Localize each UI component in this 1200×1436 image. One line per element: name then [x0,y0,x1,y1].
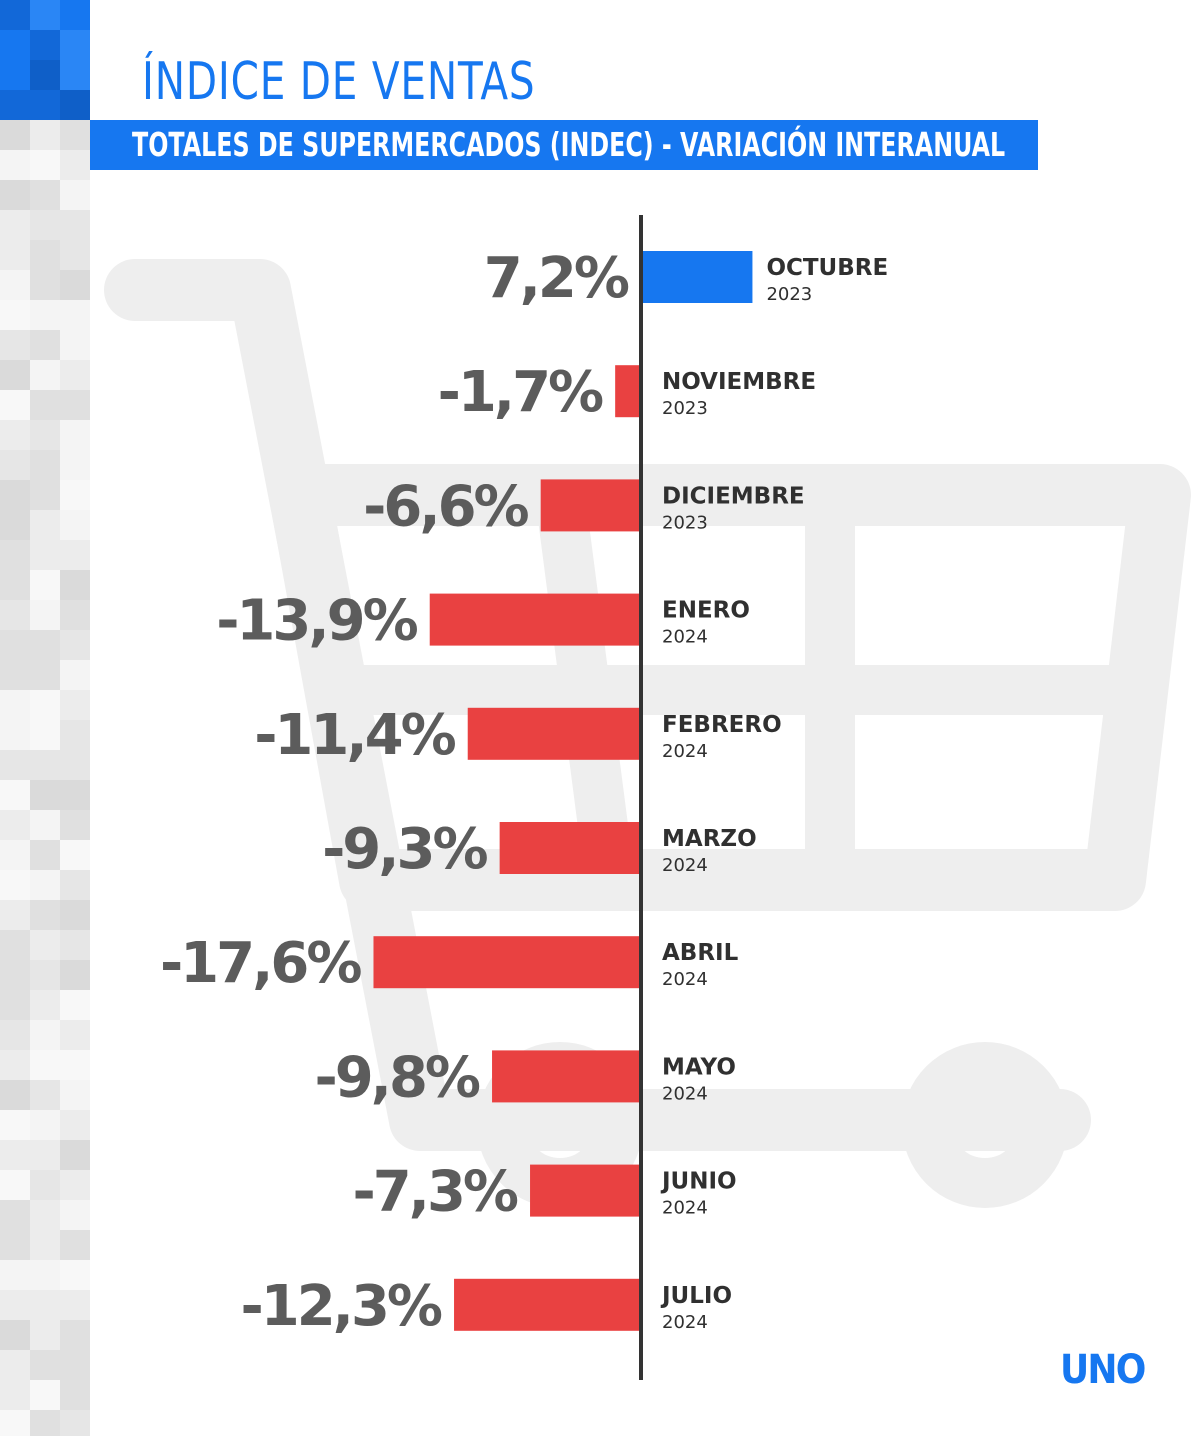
year-label: 2023 [662,512,708,533]
year-label: 2024 [662,627,708,648]
bar [615,365,641,418]
year-label: 2024 [662,855,708,876]
bar [530,1164,641,1217]
bar [492,1050,641,1103]
value-label: 7,2% [484,246,629,311]
year-label: 2024 [662,1312,708,1333]
year-label: 2024 [662,1198,708,1219]
bar [373,936,641,989]
year-label: 2024 [662,969,708,990]
month-label: OCTUBRE [766,255,888,281]
chart-subtitle: TOTALES DE SUPERMERCADOS (INDEC) - VARIA… [132,125,1006,164]
value-label: -9,3% [322,817,487,882]
subtitle-band [90,120,1038,170]
month-label: DICIEMBRE [662,483,805,509]
pixel-mosaic-decoration [0,0,90,1436]
bar [643,251,753,303]
month-label: JUNIO [660,1169,737,1195]
value-label: -6,6% [363,474,528,539]
year-label: 2024 [662,1083,708,1104]
bar [467,707,641,760]
month-label: MARZO [662,826,757,852]
uno-logo: UNO [1060,1347,1146,1393]
month-label: NOVIEMBRE [662,369,816,395]
bar [540,479,641,532]
month-label: ENERO [662,598,750,624]
bar [454,1278,641,1331]
month-label: FEBRERO [662,712,782,738]
bar [429,593,641,646]
year-label: 2023 [766,284,812,305]
value-label: -1,7% [438,360,603,425]
value-label: -13,9% [216,589,417,654]
month-label: JULIO [660,1283,732,1309]
value-label: -9,8% [314,1045,479,1110]
year-label: 2023 [662,398,708,419]
month-label: MAYO [662,1054,736,1080]
year-label: 2024 [662,741,708,762]
bar [499,822,641,874]
value-label: -17,6% [160,931,361,996]
value-label: -7,3% [352,1160,517,1225]
value-label: -11,4% [254,703,455,768]
month-label: ABRIL [662,940,739,966]
chart-title: ÍNDICE DE VENTAS [142,52,536,112]
value-label: -12,3% [241,1274,442,1339]
